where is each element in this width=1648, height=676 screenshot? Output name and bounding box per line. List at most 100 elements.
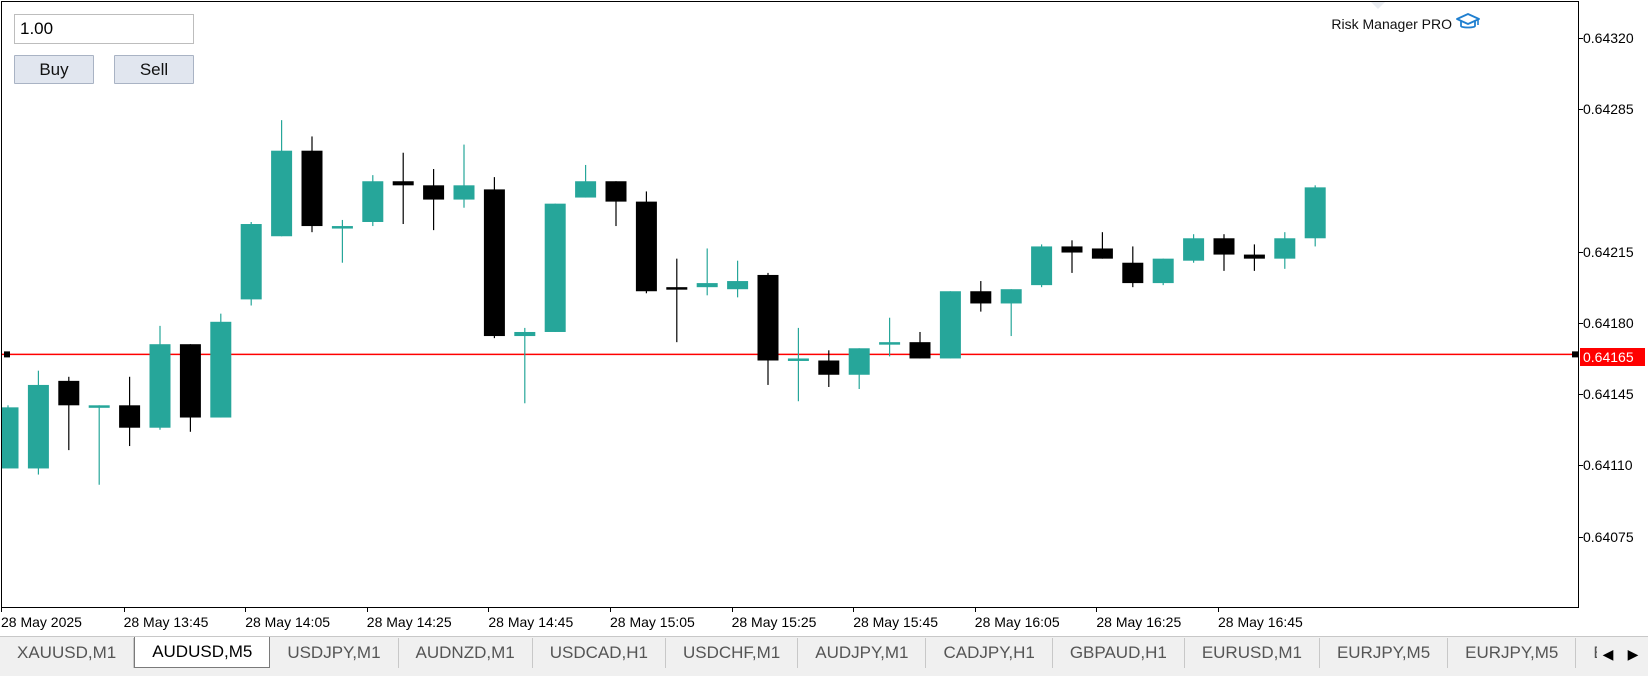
tab-scroll-left-icon[interactable]: ◀ [1602, 645, 1614, 662]
candle[interactable] [2, 405, 19, 469]
chart-tab[interactable]: XAUUSD,M1 [0, 638, 135, 668]
price-label: 0.64320 [1583, 29, 1634, 46]
lot-size-input[interactable] [14, 14, 194, 44]
candle-body [666, 287, 688, 290]
chart-tab[interactable]: EURUSD,M1 [1185, 638, 1320, 668]
candle-body [909, 342, 931, 359]
candle[interactable] [301, 136, 323, 233]
time-tick [974, 608, 976, 612]
candle-body [514, 331, 536, 337]
time-label: 28 May 14:05 [245, 614, 331, 630]
candle[interactable] [149, 325, 171, 430]
candlestick-chart[interactable] [2, 2, 1579, 608]
time-label: 28 May 14:25 [366, 614, 452, 630]
candle-body [210, 321, 232, 418]
chart-tab[interactable]: AUDUSD,M5 [134, 637, 271, 668]
candle[interactable] [58, 376, 80, 451]
candle[interactable] [666, 258, 688, 343]
candle[interactable] [392, 152, 414, 225]
candle-body [1213, 238, 1235, 255]
time-tick [853, 608, 855, 612]
candle-body [879, 342, 901, 345]
price-line-handle-right[interactable] [1572, 351, 1578, 358]
candle-body [483, 189, 505, 337]
candle[interactable] [27, 370, 49, 475]
candle[interactable] [696, 248, 718, 296]
price-label: 0.64145 [1583, 386, 1634, 403]
time-tick [1218, 608, 1219, 612]
candle[interactable] [1243, 244, 1265, 271]
price-line-handle-left[interactable] [4, 351, 10, 358]
price-label: 0.64215 [1583, 243, 1634, 260]
chart-tabs: XAUUSD,M1 AUDUSD,M5 USDJPY,M1 AUDNZD,M1 USDC… [0, 637, 1597, 676]
chart-tab[interactable]: USDCHF,M1 [666, 638, 799, 668]
price-axis[interactable]: 0.64320 0.64285 0.64215 0.64180 0.64145 0.641… [1579, 0, 1648, 608]
chart-tab[interactable]: EUR [1576, 638, 1597, 668]
scroll-shift-marker[interactable] [1371, 2, 1385, 9]
candle[interactable] [635, 191, 657, 294]
candle[interactable] [1091, 232, 1113, 259]
candle[interactable] [1122, 246, 1144, 288]
price-tick [1579, 322, 1583, 324]
chart-tab[interactable]: AUDNZD,M1 [399, 638, 533, 668]
candle[interactable] [271, 120, 293, 237]
chart-tab[interactable]: USDCAD,H1 [533, 638, 666, 668]
time-label: 28 May 16:25 [1096, 614, 1182, 630]
price-tick [1579, 465, 1583, 467]
candle[interactable] [423, 169, 445, 231]
candle[interactable] [544, 203, 566, 332]
candle[interactable] [119, 376, 141, 447]
candle[interactable] [1274, 232, 1296, 269]
candle[interactable] [483, 177, 505, 339]
risk-manager-indicator[interactable]: Risk Manager PRO [1331, 12, 1480, 35]
price-tick [1579, 536, 1583, 538]
candle[interactable] [210, 313, 232, 418]
time-label: 28 May 14:45 [488, 614, 574, 630]
tab-scroll-right-icon[interactable]: ▶ [1627, 645, 1639, 662]
candle[interactable] [939, 291, 961, 359]
candle-body [179, 344, 201, 418]
candle[interactable] [1213, 234, 1235, 271]
candle-body [1000, 289, 1022, 304]
candle[interactable] [88, 405, 110, 485]
candle[interactable] [757, 272, 779, 385]
candle[interactable] [909, 331, 931, 359]
chart-tab[interactable]: EURJPY,M5 [1448, 638, 1577, 668]
candle[interactable] [1031, 244, 1053, 288]
buy-button[interactable]: Buy [14, 55, 94, 84]
candle[interactable] [605, 181, 627, 227]
candle-body [757, 274, 779, 361]
candle-body [362, 181, 384, 222]
candle[interactable] [879, 317, 901, 357]
candle[interactable] [453, 144, 475, 208]
candle[interactable] [1000, 289, 1022, 337]
chart-tab[interactable]: USDJPY,M1 [270, 638, 399, 668]
candle[interactable] [331, 219, 353, 263]
candle[interactable] [179, 344, 201, 432]
chart-tab[interactable]: EURJPY,M5 [1320, 638, 1449, 668]
time-tick [1, 608, 2, 612]
candle[interactable] [848, 348, 870, 390]
chart-tab[interactable]: GBPAUD,H1 [1053, 638, 1185, 668]
candle-body [331, 226, 353, 229]
candle-body [2, 407, 19, 469]
candle[interactable] [575, 164, 597, 198]
sell-button[interactable]: Sell [114, 55, 194, 84]
candle[interactable] [818, 350, 840, 387]
candle[interactable] [970, 281, 992, 312]
candle[interactable] [1152, 258, 1174, 286]
candle[interactable] [514, 327, 536, 404]
candle[interactable] [240, 221, 262, 306]
candle[interactable] [362, 175, 384, 227]
chart-tab[interactable]: AUDJPY,M1 [798, 638, 927, 668]
candle[interactable] [1183, 234, 1205, 263]
chart-area[interactable]: Buy Sell Risk Manager PRO [1, 1, 1579, 608]
time-tick [731, 608, 733, 612]
candle[interactable] [787, 327, 809, 402]
candle[interactable] [1304, 185, 1326, 247]
chart-tab[interactable]: CADJPY,H1 [926, 638, 1053, 668]
candle[interactable] [1061, 240, 1083, 273]
candle-body [1183, 238, 1205, 261]
candle[interactable] [727, 260, 749, 298]
time-axis[interactable]: 28 May 2025 28 May 13:45 28 May 14:05 28 Ma… [0, 608, 1579, 634]
